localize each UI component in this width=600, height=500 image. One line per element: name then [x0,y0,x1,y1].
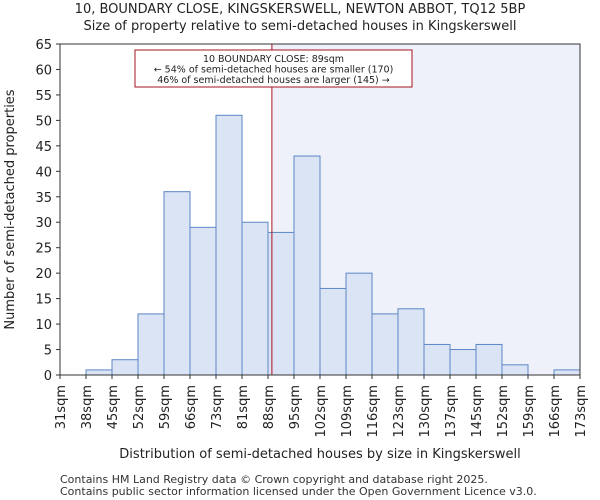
y-tick-label: 20 [35,267,52,282]
footer-copyright: Contains HM Land Registry data © Crown c… [60,473,488,486]
bar-45sqm [111,359,139,376]
x-tick-label: 66sqm [184,385,199,429]
x-tick-label: 130sqm [418,385,433,438]
x-tick-label: 59sqm [158,385,173,429]
bar-137sqm [449,349,477,376]
y-tick-label: 30 [35,216,52,231]
x-tick-label: 166sqm [548,385,563,438]
y-tick-label: 65 [35,38,52,53]
bar-81sqm [241,221,269,376]
annotation-larger: 46% of semi-detached houses are larger (… [157,75,390,86]
y-tick-label: 0 [44,369,52,384]
x-tick-label: 116sqm [366,385,381,438]
y-tick-label: 5 [44,344,52,359]
annotation-title: 10 BOUNDARY CLOSE: 89sqm [203,54,344,65]
bar-73sqm [215,114,243,376]
bar-116sqm [371,313,399,376]
bar-95sqm [293,155,321,376]
y-axis-label: Number of semi-detached properties [3,89,18,329]
bar-152sqm [501,364,529,376]
bar-38sqm [85,369,113,376]
chart-subtitle: Size of property relative to semi-detach… [83,19,517,34]
x-axis-label: Distribution of semi-detached houses by … [119,447,520,462]
chart-title: 10, BOUNDARY CLOSE, KINGSKERSWELL, NEWTO… [74,2,526,17]
y-tick-label: 55 [35,89,52,104]
y-tick-label: 45 [35,140,52,155]
x-tick-label: 88sqm [262,385,277,429]
bar-130sqm [423,343,451,376]
bar-52sqm [137,313,165,376]
x-tick-label: 102sqm [314,385,329,438]
y-tick-label: 40 [35,165,52,180]
y-tick-label: 10 [35,318,52,333]
x-tick-label: 81sqm [236,385,251,429]
annotation-smaller: ← 54% of semi-detached houses are smalle… [154,65,394,76]
footer-licence: Contains public sector information licen… [60,485,537,498]
x-tick-label: 95sqm [288,385,303,429]
x-tick-label: 137sqm [444,385,459,438]
annotation-box [134,49,413,88]
x-tick-label: 173sqm [574,385,589,438]
bar-66sqm [189,226,217,376]
x-tick-label: 145sqm [470,385,485,438]
y-tick-label: 35 [35,191,52,206]
x-tick-label: 45sqm [106,385,121,429]
bar-145sqm [475,343,503,376]
x-tick-label: 152sqm [496,385,511,438]
bar-123sqm [397,308,425,376]
x-tick-label: 52sqm [132,385,147,429]
y-tick-label: 50 [35,114,52,129]
x-tick-label: 31sqm [54,385,69,429]
bar-59sqm [163,191,191,376]
x-tick-label: 73sqm [210,385,225,429]
y-tick-label: 25 [35,242,52,257]
histogram-chart: 0 5 10 15 20 25 30 35 40 45 50 55 60 65 31sqm 38sqm 45sq… [3,38,589,462]
y-tick-label: 60 [35,63,52,78]
x-tick-label: 38sqm [80,385,95,429]
x-tick-label: 109sqm [340,385,355,438]
bar-102sqm [319,287,347,376]
x-tick-label: 159sqm [522,385,537,438]
y-tick-label: 15 [35,293,52,308]
bar-109sqm [345,272,373,376]
bar-166sqm [553,369,581,376]
x-tick-label: 123sqm [392,385,407,438]
